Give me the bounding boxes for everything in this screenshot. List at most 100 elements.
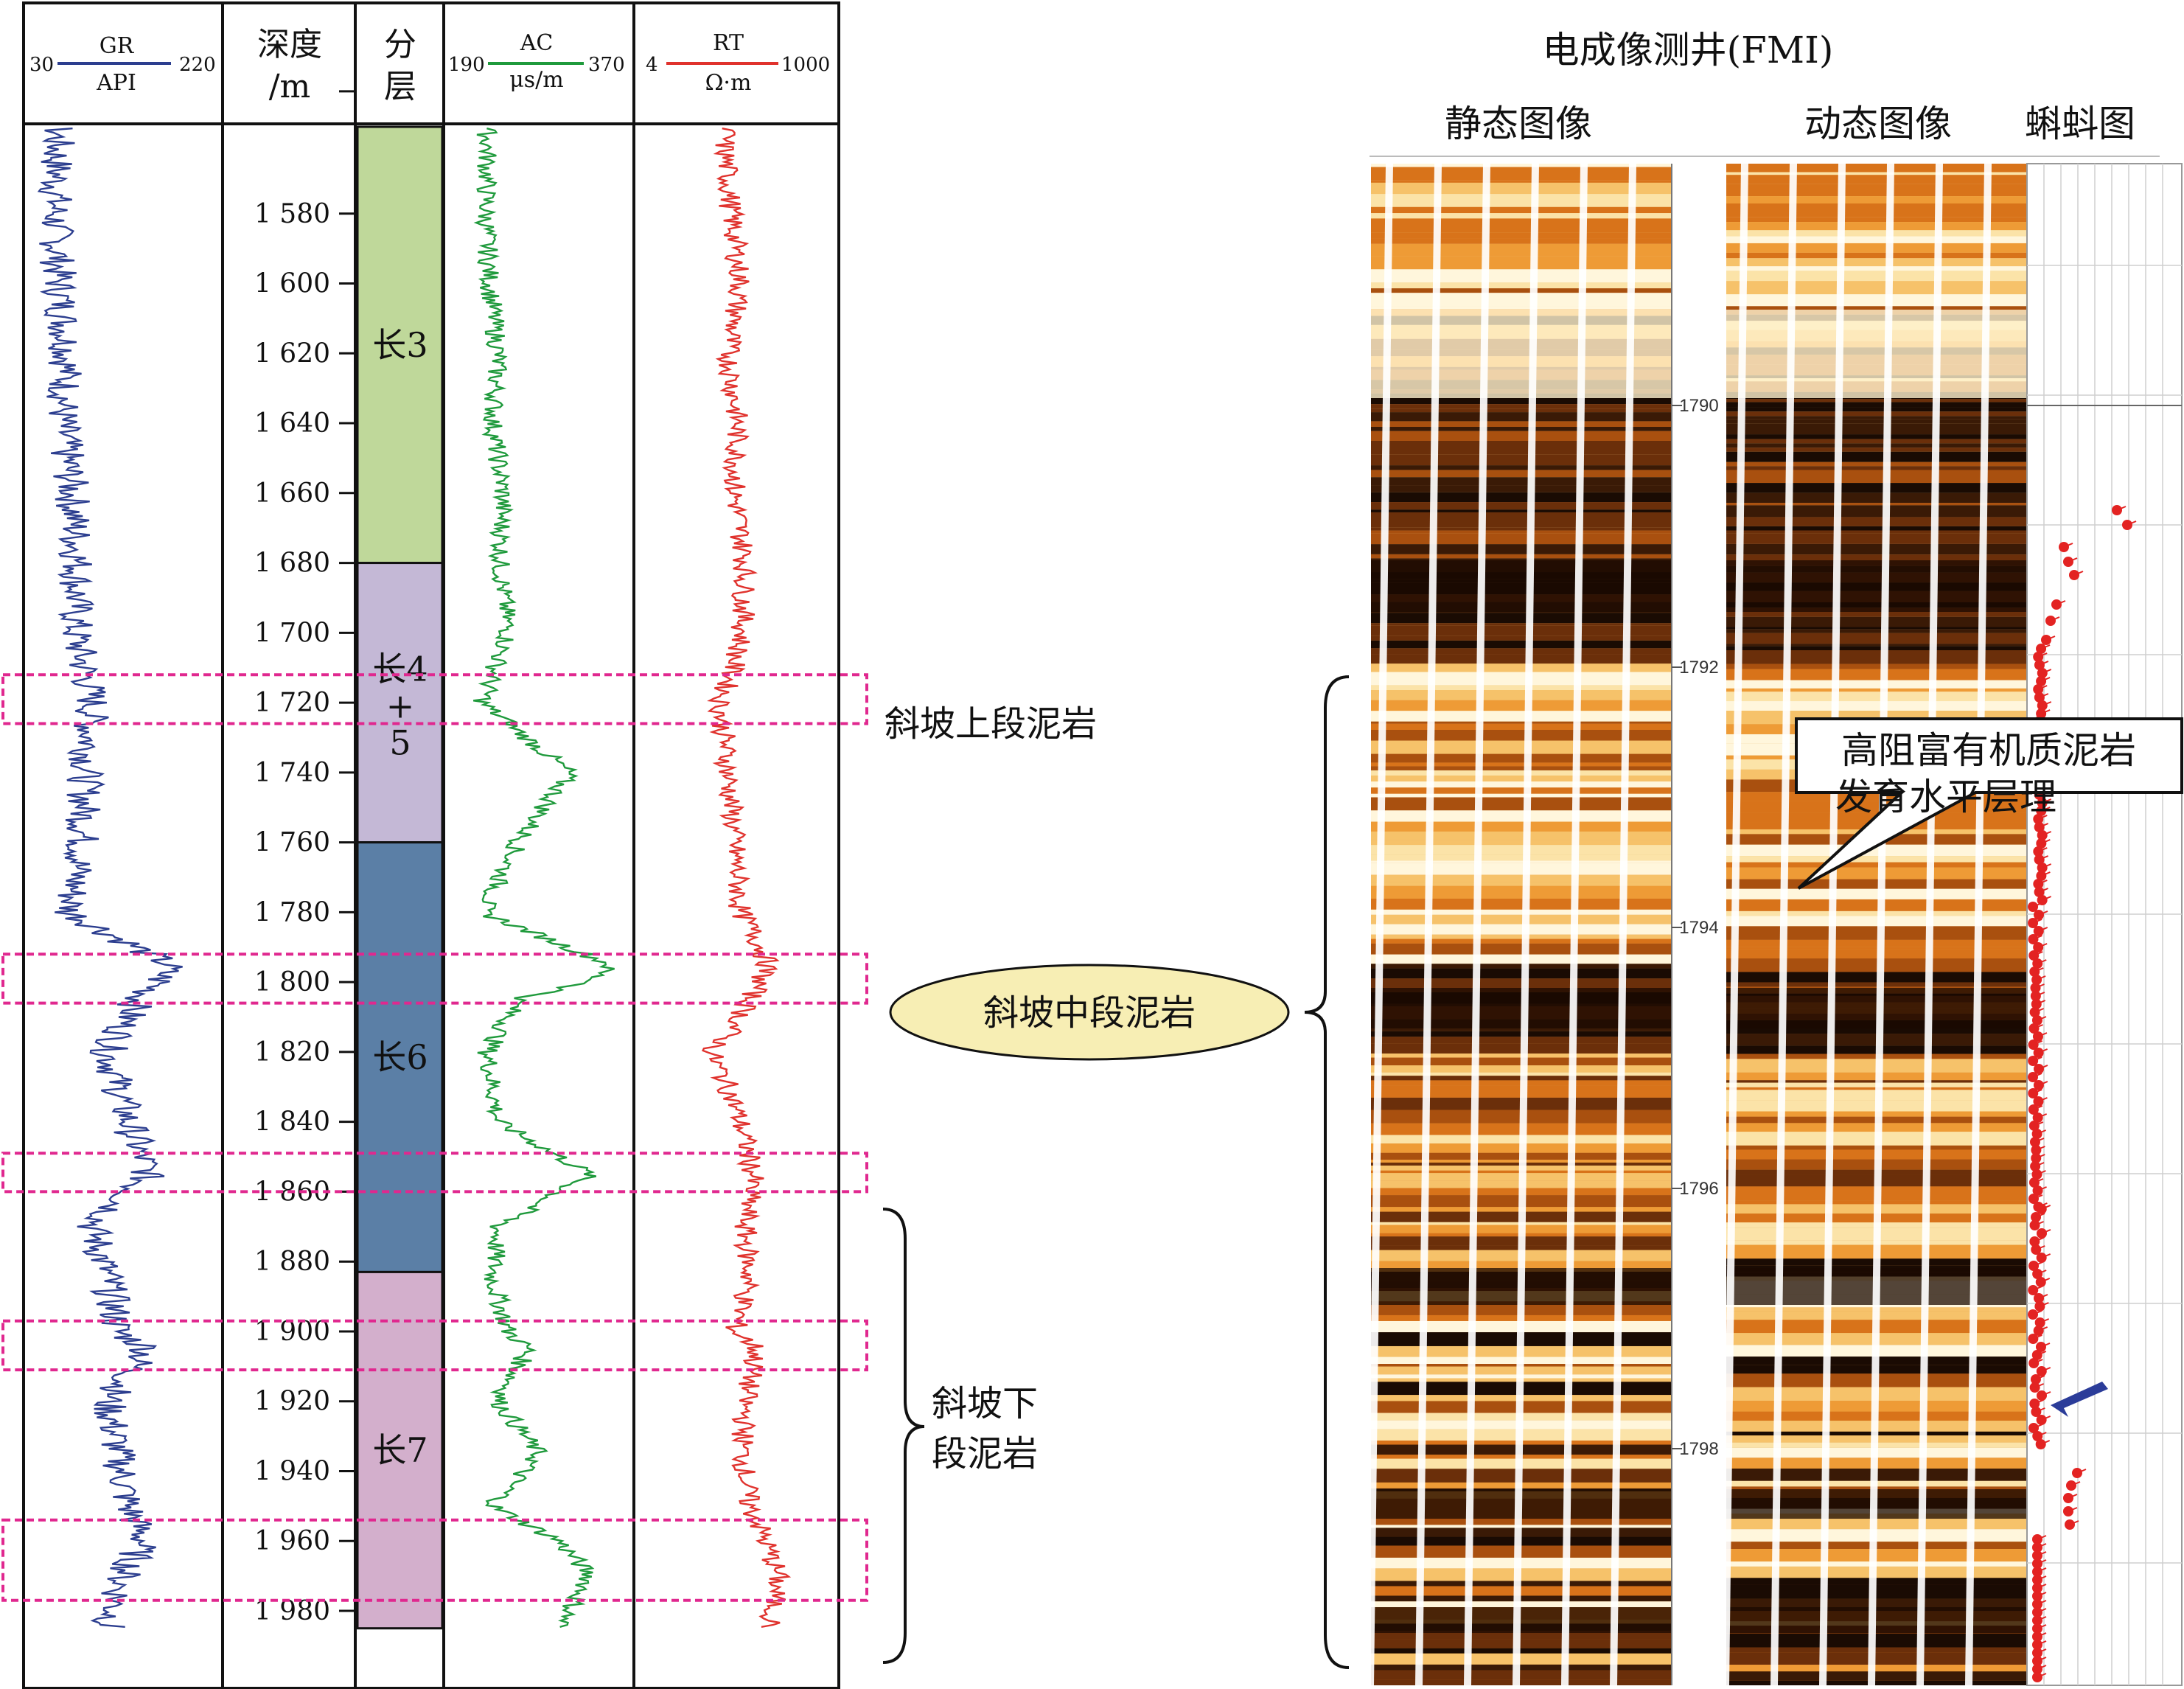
static-image (1367, 164, 1672, 1685)
depth-tick-label: 1 800 (254, 967, 330, 997)
fmi-pad-gap (1415, 164, 1442, 1685)
tadpole-tail (2037, 1535, 2047, 1540)
tadpole-tail (2038, 927, 2048, 932)
depth-tick-label: 1 680 (254, 549, 330, 579)
fmi-band (1371, 1601, 1672, 1608)
fmi-pad-gap (1722, 164, 1748, 1685)
tadpole-tail (2037, 1186, 2047, 1191)
fmi-band (1726, 402, 2027, 408)
tadpole-tail (2032, 1310, 2042, 1315)
tadpole-label: 蝌蚪图 (2025, 102, 2135, 145)
tadpole-tail (2037, 1129, 2046, 1135)
fmi-band (1726, 856, 2027, 863)
callout-line-2: 发育水平层理 (1835, 776, 2056, 818)
gr-curve (37, 128, 183, 1628)
tadpole-tail (2037, 1032, 2048, 1037)
depth-tick-label: 1 880 (254, 1247, 330, 1277)
fmi-band (1726, 664, 2027, 669)
tadpole-tail (2042, 896, 2052, 901)
tadpole-tail (2037, 1616, 2047, 1621)
fmi-band (1371, 544, 1672, 554)
tadpole-tail (2045, 635, 2056, 641)
tadpole-tail (2038, 1048, 2048, 1054)
fmi-band (1726, 844, 2027, 857)
ac-max: 370 (588, 54, 625, 76)
tadpole-tail (2037, 1113, 2048, 1118)
fmi-band (1726, 411, 2027, 417)
fmi-band (1371, 840, 1672, 846)
tadpole-tail (2032, 1073, 2042, 1078)
fmi-band (1726, 646, 2027, 651)
rt-curve (701, 128, 792, 1628)
annotation-middle: 斜坡中段泥岩 (889, 964, 1290, 1061)
tadpole-tail (2063, 543, 2073, 548)
fmi-band (1371, 964, 1672, 969)
tadpole-tail (2068, 1494, 2078, 1499)
fmi-band (1726, 688, 2027, 692)
tadpole-tail (2037, 959, 2047, 964)
dynamic-label: 动态图像 (1804, 102, 1952, 145)
tadpole-tail (2034, 1138, 2045, 1143)
fmi-band (1371, 288, 1672, 293)
tadpole-tail (2037, 1608, 2047, 1613)
depth-tick-label: 1 720 (254, 688, 330, 718)
fmi-band (1726, 470, 2027, 484)
tadpole-tail (2050, 616, 2060, 621)
depth-tick-label: 1 780 (254, 897, 330, 927)
rt-name: RT (713, 30, 744, 56)
tadpole-tail (2042, 669, 2052, 674)
fmi-band (1371, 306, 1672, 310)
tadpole-tail (2042, 701, 2052, 706)
tadpole-tail (2033, 1040, 2043, 1045)
fmi-band (1371, 243, 1672, 257)
fmi-band (1371, 640, 1672, 649)
fmi-band (1726, 680, 2027, 689)
fmi-band (1726, 164, 2027, 173)
fmi-band (1371, 232, 1672, 239)
fmi-band (1726, 633, 2027, 644)
rt-max: 1000 (781, 54, 830, 76)
callout-box (1795, 717, 2183, 890)
fmi-band (1371, 1670, 1672, 1680)
fmi-band (1726, 434, 2027, 439)
tadpole-tail (2037, 1543, 2047, 1548)
fmi-band (1726, 1665, 2027, 1672)
fmi-band (1726, 266, 2027, 271)
fmi-band (1371, 182, 1672, 195)
fmi-band (1371, 700, 1672, 711)
fmi-title: 电成像测井(FMI) (1543, 29, 1834, 72)
fmi-band (1371, 213, 1672, 219)
fmi-band (1726, 1578, 2027, 1585)
tadpole-tail (2038, 910, 2048, 916)
layer-blocks: 长3 长4+5 长6 长7 (356, 125, 444, 1630)
fmi-band (1726, 899, 2027, 911)
callout-line-1: 高阻富有机质泥岩 (1841, 729, 2136, 772)
fmi-band (1371, 635, 1672, 641)
ac-header: AC 190 370 μs/m (448, 30, 625, 93)
tadpole-tail (2038, 1081, 2048, 1086)
fmi-band (1371, 664, 1672, 672)
tadpole-tail (2034, 1008, 2045, 1013)
gr-max: 220 (179, 54, 216, 76)
fmi-band (1726, 629, 2027, 633)
fmi-band (1726, 947, 2027, 950)
fmi-pad-gap (1819, 164, 1846, 1685)
fmi-band (1726, 462, 2027, 467)
fmi-band (1726, 939, 2027, 947)
fmi-band (1726, 483, 2027, 493)
fmi-light-band (1726, 310, 2027, 398)
fmi-pad-gap (1770, 164, 1797, 1685)
layer-title-1: 分 (384, 26, 416, 63)
fmi-band (1371, 520, 1672, 528)
fmi-band (1726, 236, 2027, 240)
fmi-band (1371, 648, 1672, 655)
fmi-band (1371, 914, 1672, 924)
fmi-band (1726, 1647, 2027, 1653)
tadpole-tail (2037, 1270, 2047, 1275)
fmi-band (1371, 404, 1672, 409)
tadpole-tail (2033, 1194, 2043, 1199)
fmi-depth-label: 1798 (1679, 1439, 1718, 1459)
fmi-pad-gap (1610, 164, 1636, 1685)
fmi-band (1726, 972, 2027, 983)
callout: 高阻富有机质泥岩 发育水平层理 (1795, 717, 2183, 890)
